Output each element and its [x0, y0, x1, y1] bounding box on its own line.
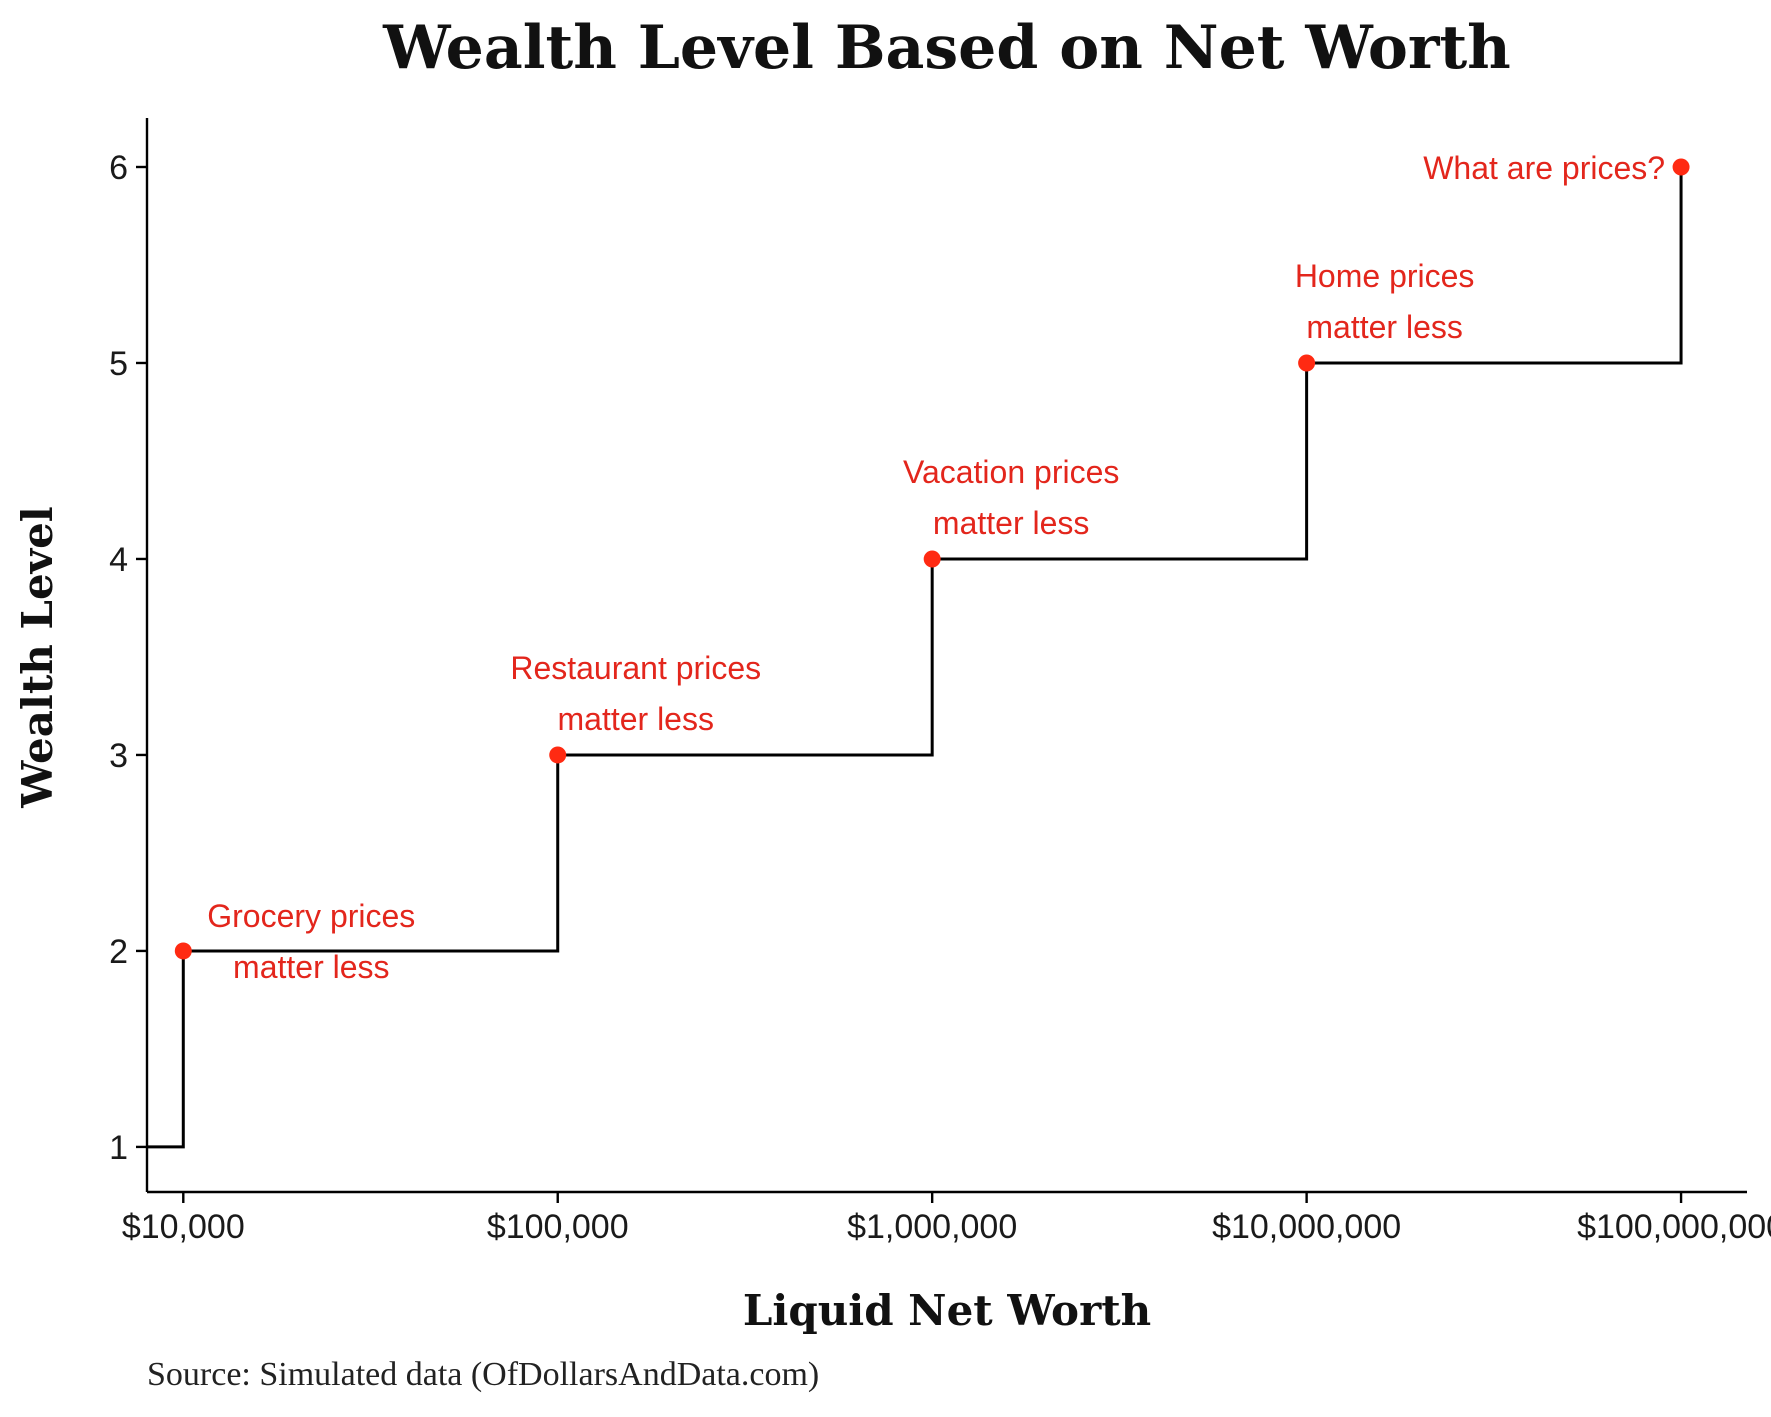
x-tick-label: $1,000,000: [847, 1208, 1017, 1246]
annotation-line: matter less: [1306, 309, 1462, 345]
step-line-group: [147, 167, 1683, 1149]
y-axis-title-group: Wealth Level: [13, 506, 62, 809]
annotation-line: Grocery prices: [207, 898, 415, 934]
y-tick-label: 3: [109, 737, 128, 775]
annotation-line: matter less: [557, 701, 713, 737]
y-tick-label: 4: [109, 541, 128, 579]
annotation-line: matter less: [933, 505, 1089, 541]
annotation-line: Restaurant prices: [510, 650, 761, 686]
y-axis-title: Wealth Level: [13, 506, 62, 809]
data-point: [1298, 354, 1316, 372]
series-line: [147, 167, 1683, 1149]
data-point: [923, 550, 941, 568]
y-tick-label: 2: [109, 933, 128, 971]
points-group: [174, 158, 1690, 960]
source-note: Source: Simulated data (OfDollarsAndData…: [147, 1356, 819, 1393]
y-tick-label: 1: [109, 1129, 128, 1167]
annotation-line: What are prices?: [1423, 150, 1665, 186]
annotation-label: What are prices?: [1423, 150, 1665, 186]
x-tick-label: $10,000: [122, 1208, 245, 1246]
annotation-label: Grocery prices matter less: [207, 898, 415, 985]
annotation-label: Vacation prices matter less: [903, 454, 1119, 541]
x-tick-label: $10,000,000: [1212, 1208, 1401, 1246]
ticks-group: 1 2 3 4 5 6 $10,000 $100,000 $1,000,000 $10,000,0…: [109, 149, 1771, 1246]
annotation-line: matter less: [233, 949, 389, 985]
annotation-label: Home prices matter less: [1295, 258, 1475, 345]
axes: [145, 118, 1747, 1194]
annotation-label: Restaurant prices matter less: [510, 650, 761, 737]
x-tick-label: $100,000: [487, 1208, 629, 1246]
annotation-line: Home prices: [1295, 258, 1475, 294]
x-axis-title: Liquid Net Worth: [743, 1286, 1151, 1335]
data-point: [549, 746, 567, 764]
chart-title: Wealth Level Based on Net Worth: [382, 13, 1511, 83]
x-tick-label: $100,000,000: [1577, 1208, 1771, 1246]
y-tick-label: 6: [109, 149, 128, 187]
data-point: [1672, 158, 1690, 176]
annotation-line: Vacation prices: [903, 454, 1119, 490]
data-point: [174, 942, 192, 960]
y-tick-label: 5: [109, 345, 128, 383]
